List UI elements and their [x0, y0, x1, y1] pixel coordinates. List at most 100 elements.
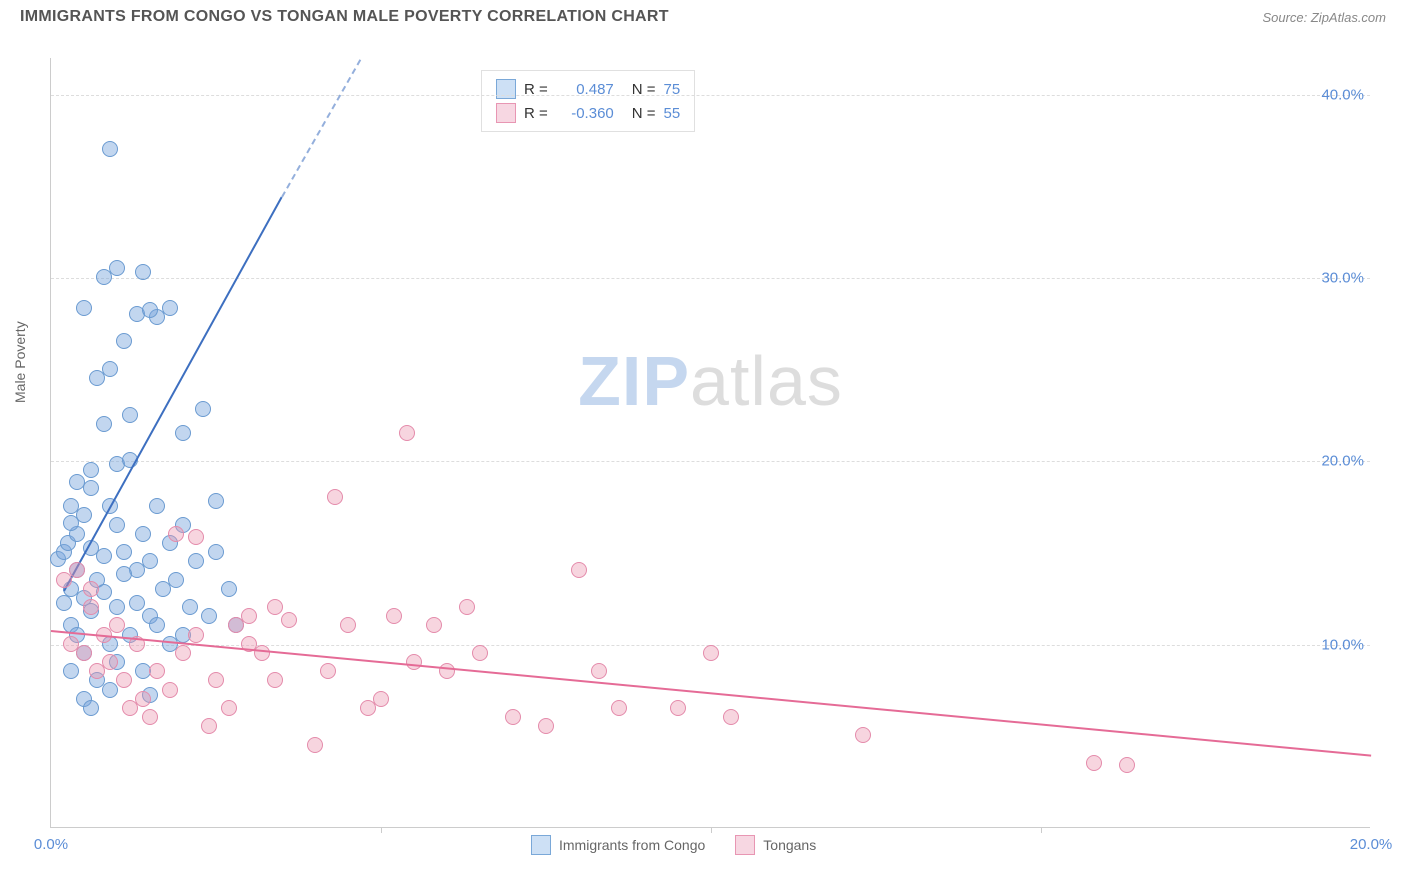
- scatter-point-tongans: [142, 709, 158, 725]
- legend-item-tongans: Tongans: [735, 835, 816, 855]
- scatter-point-congo: [188, 553, 204, 569]
- scatter-point-tongans: [1086, 755, 1102, 771]
- scatter-point-tongans: [386, 608, 402, 624]
- scatter-point-congo: [116, 544, 132, 560]
- scatter-point-tongans: [459, 599, 475, 615]
- scatter-point-tongans: [109, 617, 125, 633]
- plot-region: ZIPatlas R = 0.487 N = 75 R = -0.360 N =…: [50, 58, 1370, 828]
- y-tick-label: 10.0%: [1321, 636, 1364, 653]
- source-prefix: Source:: [1262, 10, 1310, 25]
- scatter-point-tongans: [175, 645, 191, 661]
- correlation-legend: R = 0.487 N = 75 R = -0.360 N = 55: [481, 70, 695, 132]
- scatter-point-tongans: [162, 682, 178, 698]
- gridline-h: [51, 461, 1370, 462]
- scatter-point-congo: [221, 581, 237, 597]
- scatter-point-congo: [96, 416, 112, 432]
- scatter-point-congo: [162, 300, 178, 316]
- scatter-point-congo: [116, 333, 132, 349]
- scatter-point-congo: [102, 141, 118, 157]
- scatter-point-tongans: [399, 425, 415, 441]
- legend-row-congo: R = 0.487 N = 75: [496, 77, 680, 101]
- legend-label-congo: Immigrants from Congo: [559, 837, 705, 853]
- scatter-point-congo: [109, 517, 125, 533]
- scatter-point-congo: [109, 599, 125, 615]
- series-legend: Immigrants from Congo Tongans: [531, 835, 816, 855]
- scatter-point-congo: [63, 498, 79, 514]
- y-tick-label: 40.0%: [1321, 86, 1364, 103]
- scatter-point-congo: [182, 599, 198, 615]
- scatter-point-tongans: [307, 737, 323, 753]
- scatter-point-tongans: [439, 663, 455, 679]
- scatter-point-tongans: [538, 718, 554, 734]
- chart-header: IMMIGRANTS FROM CONGO VS TONGAN MALE POV…: [0, 0, 1406, 34]
- scatter-point-congo: [83, 700, 99, 716]
- watermark: ZIPatlas: [578, 341, 843, 421]
- r-label: R =: [524, 105, 548, 122]
- scatter-point-congo: [122, 407, 138, 423]
- scatter-point-congo: [69, 474, 85, 490]
- swatch-icon: [735, 835, 755, 855]
- scatter-point-congo: [168, 572, 184, 588]
- scatter-point-congo: [201, 608, 217, 624]
- scatter-point-tongans: [135, 691, 151, 707]
- y-axis-label: Male Poverty: [12, 321, 28, 403]
- scatter-point-tongans: [102, 654, 118, 670]
- scatter-point-congo: [76, 507, 92, 523]
- swatch-tongans: [496, 103, 516, 123]
- scatter-point-congo: [135, 526, 151, 542]
- scatter-point-congo: [208, 493, 224, 509]
- scatter-point-congo: [83, 462, 99, 478]
- watermark-atlas: atlas: [690, 342, 843, 420]
- scatter-point-tongans: [221, 700, 237, 716]
- n-label: N =: [632, 105, 656, 122]
- scatter-point-congo: [175, 425, 191, 441]
- scatter-point-tongans: [122, 700, 138, 716]
- scatter-point-tongans: [208, 672, 224, 688]
- scatter-point-tongans: [267, 672, 283, 688]
- scatter-point-tongans: [267, 599, 283, 615]
- x-tick-mark: [711, 827, 712, 833]
- scatter-point-tongans: [149, 663, 165, 679]
- scatter-point-tongans: [670, 700, 686, 716]
- scatter-point-congo: [129, 595, 145, 611]
- scatter-point-tongans: [723, 709, 739, 725]
- x-tick-mark: [381, 827, 382, 833]
- scatter-point-congo: [142, 302, 158, 318]
- y-tick-label: 20.0%: [1321, 453, 1364, 470]
- watermark-zip: ZIP: [578, 342, 690, 420]
- scatter-point-tongans: [69, 562, 85, 578]
- scatter-point-congo: [142, 553, 158, 569]
- scatter-point-tongans: [591, 663, 607, 679]
- chart-title: IMMIGRANTS FROM CONGO VS TONGAN MALE POV…: [20, 8, 669, 26]
- scatter-point-tongans: [83, 599, 99, 615]
- y-tick-label: 30.0%: [1321, 270, 1364, 287]
- scatter-point-tongans: [241, 608, 257, 624]
- scatter-point-tongans: [168, 526, 184, 542]
- scatter-point-congo: [63, 663, 79, 679]
- x-tick-mark: [1041, 827, 1042, 833]
- scatter-point-congo: [149, 498, 165, 514]
- scatter-point-tongans: [703, 645, 719, 661]
- r-value-tongans: -0.360: [556, 105, 614, 122]
- scatter-point-congo: [56, 595, 72, 611]
- x-tick-label: 0.0%: [34, 836, 68, 853]
- scatter-point-tongans: [116, 672, 132, 688]
- scatter-point-tongans: [1119, 757, 1135, 773]
- scatter-point-tongans: [327, 489, 343, 505]
- scatter-point-tongans: [83, 581, 99, 597]
- chart-area: Male Poverty ZIPatlas R = 0.487 N = 75 R…: [40, 48, 1380, 838]
- source-name: ZipAtlas.com: [1311, 10, 1386, 25]
- swatch-icon: [531, 835, 551, 855]
- scatter-point-tongans: [281, 612, 297, 628]
- legend-item-congo: Immigrants from Congo: [531, 835, 705, 855]
- scatter-point-tongans: [611, 700, 627, 716]
- scatter-point-tongans: [201, 718, 217, 734]
- x-tick-label: 20.0%: [1350, 836, 1393, 853]
- scatter-point-tongans: [426, 617, 442, 633]
- legend-row-tongans: R = -0.360 N = 55: [496, 101, 680, 125]
- legend-label-tongans: Tongans: [763, 837, 816, 853]
- scatter-point-tongans: [373, 691, 389, 707]
- scatter-point-tongans: [855, 727, 871, 743]
- scatter-point-tongans: [320, 663, 336, 679]
- scatter-point-tongans: [340, 617, 356, 633]
